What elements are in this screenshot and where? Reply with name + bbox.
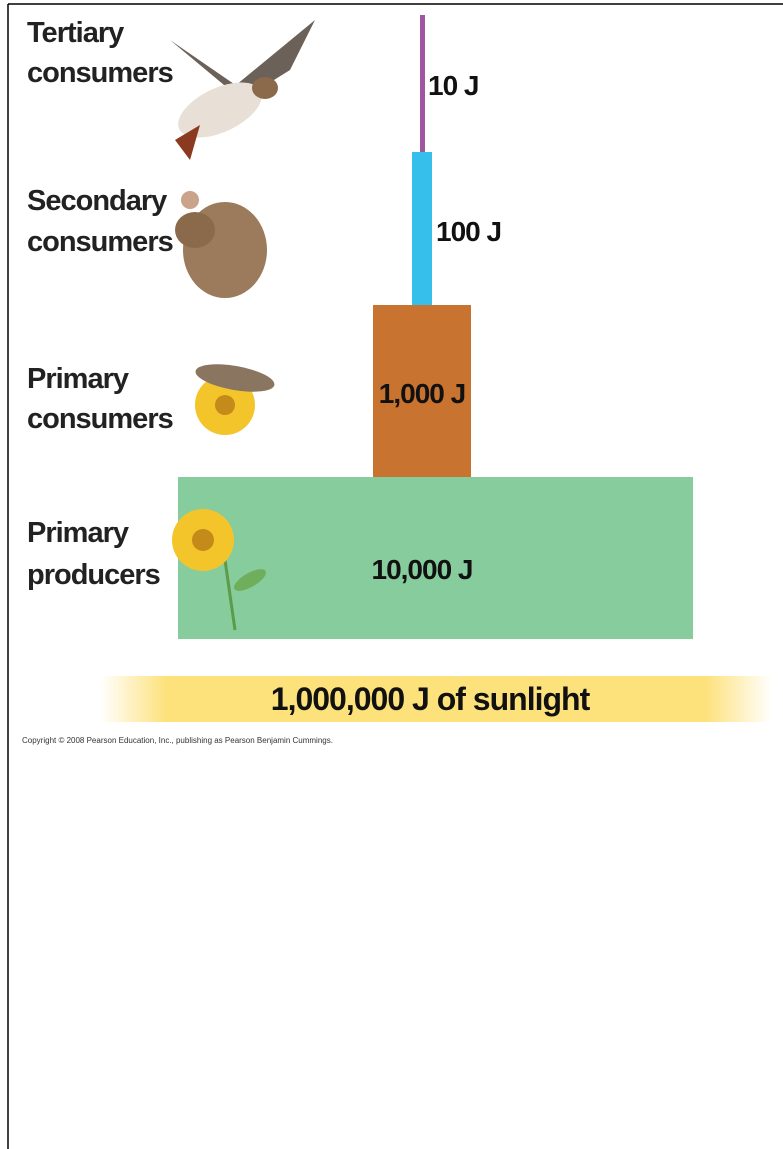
- energy-label: 1,000 J: [379, 378, 465, 409]
- level-label: Secondary: [27, 185, 167, 217]
- sunlight-label: 1,000,000 J of sunlight: [271, 681, 591, 717]
- energy-label: 10 J: [428, 70, 479, 101]
- energy-label: 100 J: [436, 216, 501, 247]
- level-label: consumers: [27, 57, 173, 89]
- level-label: Primary: [27, 363, 129, 395]
- level-label: Primary: [27, 517, 129, 549]
- grasshopper-icon: [194, 359, 277, 435]
- level-label: consumers: [27, 226, 173, 258]
- level-label: Tertiary: [27, 17, 124, 49]
- copyright: Copyright © 2008 Pearson Education, Inc.…: [22, 736, 333, 745]
- level-label: consumers: [27, 403, 173, 435]
- tertiary-bar: [420, 15, 425, 153]
- mouse-icon: [175, 191, 267, 298]
- secondary-bar: [412, 152, 432, 307]
- level-label: producers: [27, 559, 160, 591]
- page: Tertiary consumers Secondary consumers P…: [0, 0, 783, 1149]
- energy-label: 10,000 J: [372, 554, 473, 585]
- hawk-icon: [170, 20, 315, 160]
